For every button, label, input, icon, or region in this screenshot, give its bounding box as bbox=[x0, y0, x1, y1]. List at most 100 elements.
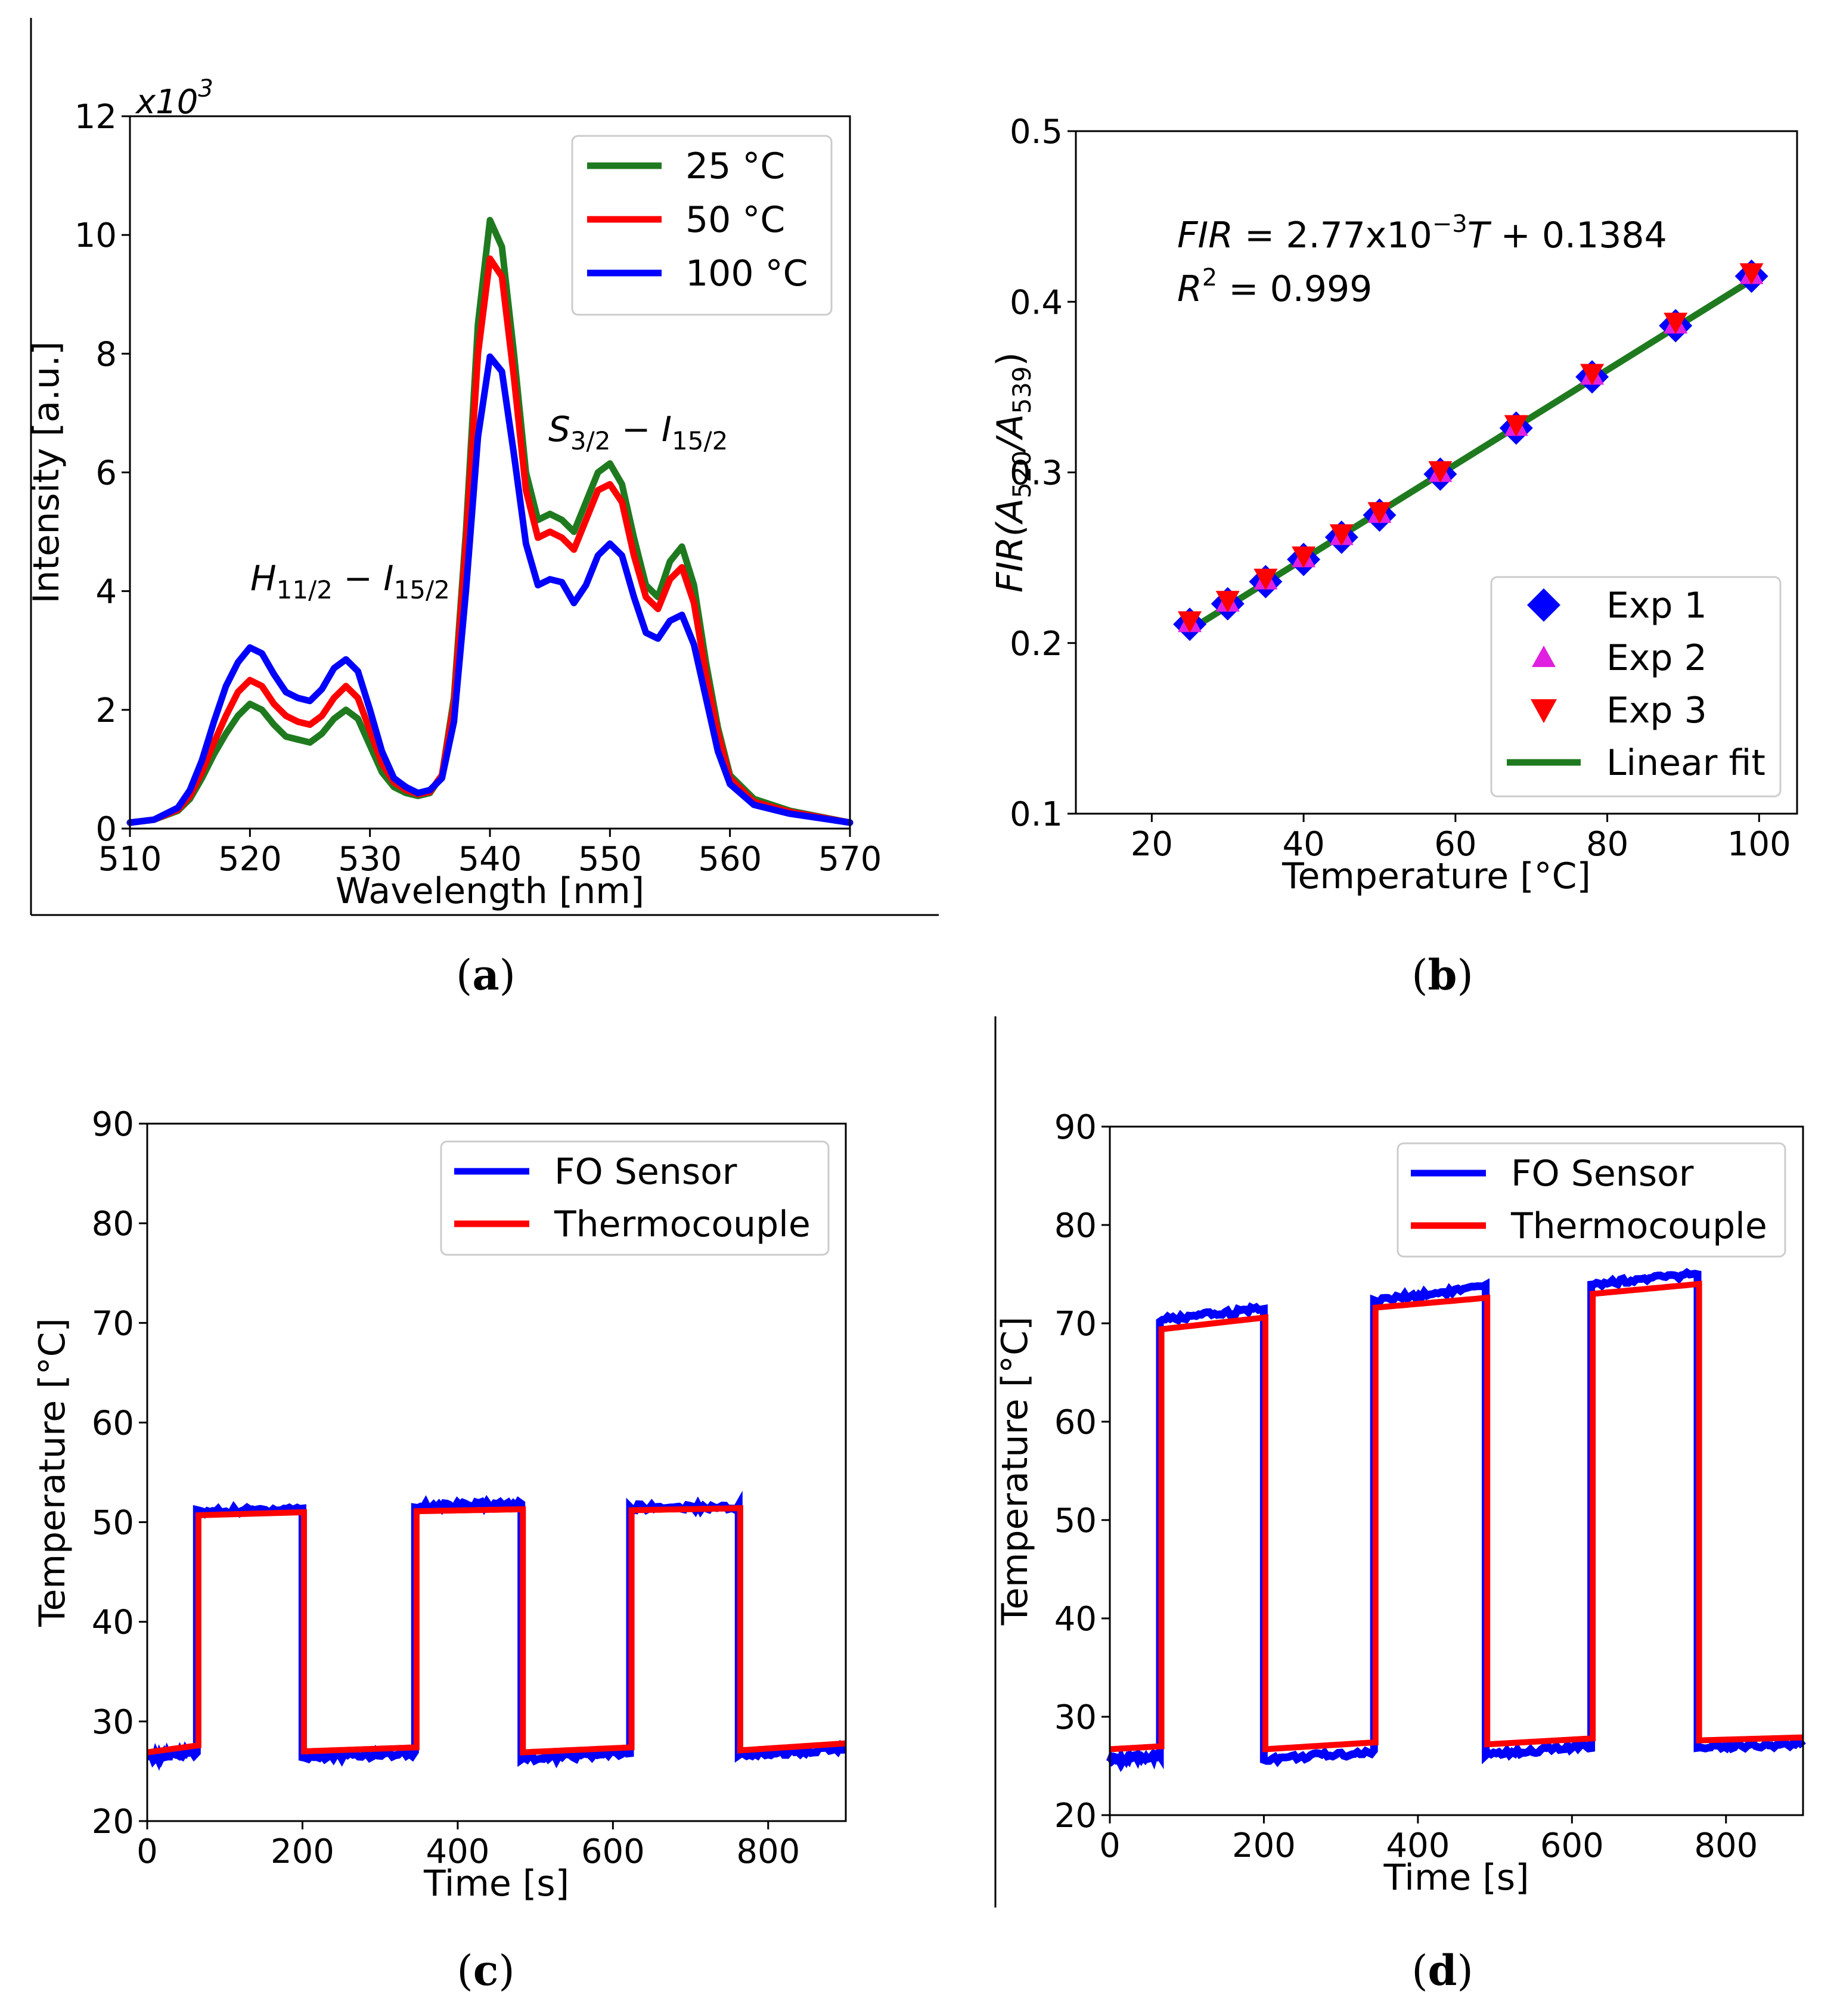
x-tick-label: 800 bbox=[1694, 1826, 1758, 1865]
x-tick-label: 40 bbox=[1282, 825, 1324, 864]
eq-lhs: FIR bbox=[1177, 215, 1233, 256]
y-tick-label: 12 bbox=[75, 98, 117, 137]
x-tick-label: 400 bbox=[426, 1832, 489, 1871]
y-scale-base: x10 bbox=[135, 83, 198, 122]
series-line-Thermocouple bbox=[1109, 1280, 1804, 1753]
y-tick-label: 50 bbox=[92, 1504, 134, 1543]
marker-exp3 bbox=[1664, 312, 1688, 334]
eq-intercept: + 0.1384 bbox=[1489, 215, 1667, 256]
ylabel-close: ) bbox=[989, 352, 1031, 366]
x-tick-label: 550 bbox=[578, 840, 642, 879]
panel-caption: (a) bbox=[456, 950, 516, 1000]
y-tick-label: 50 bbox=[1054, 1502, 1097, 1540]
ann-sub: 11/2 bbox=[277, 575, 333, 604]
marker-exp3 bbox=[1504, 415, 1528, 437]
y-tick-label: 20 bbox=[1054, 1797, 1097, 1835]
x-tick-label: 530 bbox=[338, 840, 402, 879]
ylabel-fir: FIR bbox=[989, 536, 1031, 593]
x-tick-label: 570 bbox=[818, 840, 882, 879]
y-tick-label: 30 bbox=[1054, 1698, 1097, 1737]
x-tick-label: 800 bbox=[736, 1832, 800, 1871]
series-line-FO-Sensor bbox=[1106, 1268, 1806, 1773]
legend-label: Thermocouple bbox=[554, 1204, 811, 1245]
legend-label: FO Sensor bbox=[554, 1151, 737, 1193]
ylabel-sub: 520 bbox=[1007, 451, 1037, 498]
marker-exp3 bbox=[1580, 364, 1605, 386]
r2-rhs: = 0.999 bbox=[1217, 268, 1372, 310]
marker-exp3 bbox=[1253, 568, 1278, 590]
linear-fit-line bbox=[1188, 272, 1761, 633]
y-tick-label: 10 bbox=[75, 216, 117, 255]
y-tick-label: 80 bbox=[92, 1205, 134, 1243]
legend-label: Exp 1 bbox=[1606, 585, 1707, 626]
series-line-100-C bbox=[126, 353, 854, 826]
x-tick-label: 540 bbox=[458, 840, 522, 879]
paren: ( bbox=[457, 1946, 473, 1995]
y-axis-label: Temperature [°C] bbox=[994, 1317, 1036, 1626]
caption-letter: b bbox=[1428, 950, 1457, 1000]
eq-coef: = 2.77x10 bbox=[1233, 215, 1432, 256]
x-tick-label: 0 bbox=[1099, 1826, 1121, 1865]
x-tick-label: 20 bbox=[1131, 825, 1173, 864]
ann-sub: 15/2 bbox=[672, 426, 728, 455]
eq-exp: −3 bbox=[1432, 210, 1467, 238]
r2-lhs: R bbox=[1177, 268, 1202, 310]
caption-letter: d bbox=[1428, 1946, 1457, 1995]
ann-main: S bbox=[548, 409, 570, 449]
paren: ( bbox=[1411, 951, 1428, 1000]
caption-letter: c bbox=[473, 1946, 499, 1995]
legend-label: 25 °C bbox=[685, 145, 785, 187]
x-tick-label: 510 bbox=[98, 840, 162, 879]
ylabel-a: (A bbox=[989, 498, 1031, 536]
marker-exp3 bbox=[1292, 546, 1316, 568]
panel-caption: (d) bbox=[1411, 1946, 1473, 1995]
y-tick-label: 90 bbox=[92, 1105, 134, 1144]
y-tick-label: 4 bbox=[95, 573, 117, 612]
x-tick-label: 200 bbox=[271, 1832, 334, 1871]
marker-exp3 bbox=[1178, 611, 1202, 633]
legend-label: Exp 2 bbox=[1606, 637, 1707, 679]
panel-b: 20 40 60 80 100 0.1 0.2 0.3 0.4 0.5 Temperature [°… bbox=[989, 113, 1798, 897]
legend-label: Linear fit bbox=[1606, 742, 1765, 784]
marker-exp3 bbox=[1367, 502, 1392, 524]
x-tick-label: 200 bbox=[1232, 1826, 1296, 1865]
peak-annotation: S3/2 − I15/2 bbox=[548, 409, 728, 455]
marker-exp3 bbox=[1215, 591, 1240, 613]
y-tick-label: 60 bbox=[1054, 1403, 1097, 1442]
ann-sub: 3/2 bbox=[570, 426, 611, 455]
x-axis-label: Time [s] bbox=[423, 1863, 569, 1905]
panel-caption: (c) bbox=[457, 1946, 514, 1995]
y-tick-label: 70 bbox=[1054, 1305, 1097, 1344]
paren: ) bbox=[499, 951, 516, 1000]
paren: ( bbox=[1411, 1946, 1428, 1995]
legend-marker-exp2 bbox=[1532, 646, 1556, 667]
y-tick-label: 0.2 bbox=[1010, 625, 1063, 663]
eq-var: T bbox=[1467, 215, 1492, 256]
ann-main: H bbox=[250, 558, 277, 598]
y-tick-label: 0.1 bbox=[1010, 795, 1063, 834]
y-tick-label: 70 bbox=[92, 1304, 134, 1343]
y-tick-label: 0.5 bbox=[1010, 113, 1063, 151]
x-tick-label: 520 bbox=[218, 840, 282, 879]
x-axis-label: Temperature [°C] bbox=[1281, 855, 1591, 897]
peak-annotation: H11/2 − I15/2 bbox=[250, 558, 450, 604]
legend-box bbox=[1397, 1142, 1786, 1258]
plot-frame bbox=[1109, 1125, 1804, 1816]
panel-a: 510 520 530 540 550 560 570 0 2 4 6 8 10 12 x103 Wavele… bbox=[26, 75, 882, 912]
series-line-50-C bbox=[126, 255, 854, 826]
r-squared: R2 = 0.999 bbox=[1177, 264, 1372, 310]
legend-label: Exp 3 bbox=[1606, 690, 1707, 731]
y-axis-label: FIR(A520/A539) bbox=[989, 352, 1037, 593]
legend-marker-exp1 bbox=[1527, 588, 1560, 622]
x-tick-label: 400 bbox=[1386, 1826, 1450, 1865]
r2-exp: 2 bbox=[1202, 264, 1217, 291]
x-axis-label: Time [s] bbox=[1383, 1857, 1529, 1899]
ann-sub: 15/2 bbox=[394, 575, 450, 604]
y-tick-label: 0.4 bbox=[1010, 283, 1063, 322]
y-tick-label: 80 bbox=[1054, 1207, 1097, 1245]
paren: ) bbox=[1457, 1946, 1473, 1995]
y-tick-label: 40 bbox=[1054, 1600, 1097, 1639]
y-tick-label: 8 bbox=[95, 335, 117, 374]
legend-marker-exp3 bbox=[1531, 699, 1557, 723]
